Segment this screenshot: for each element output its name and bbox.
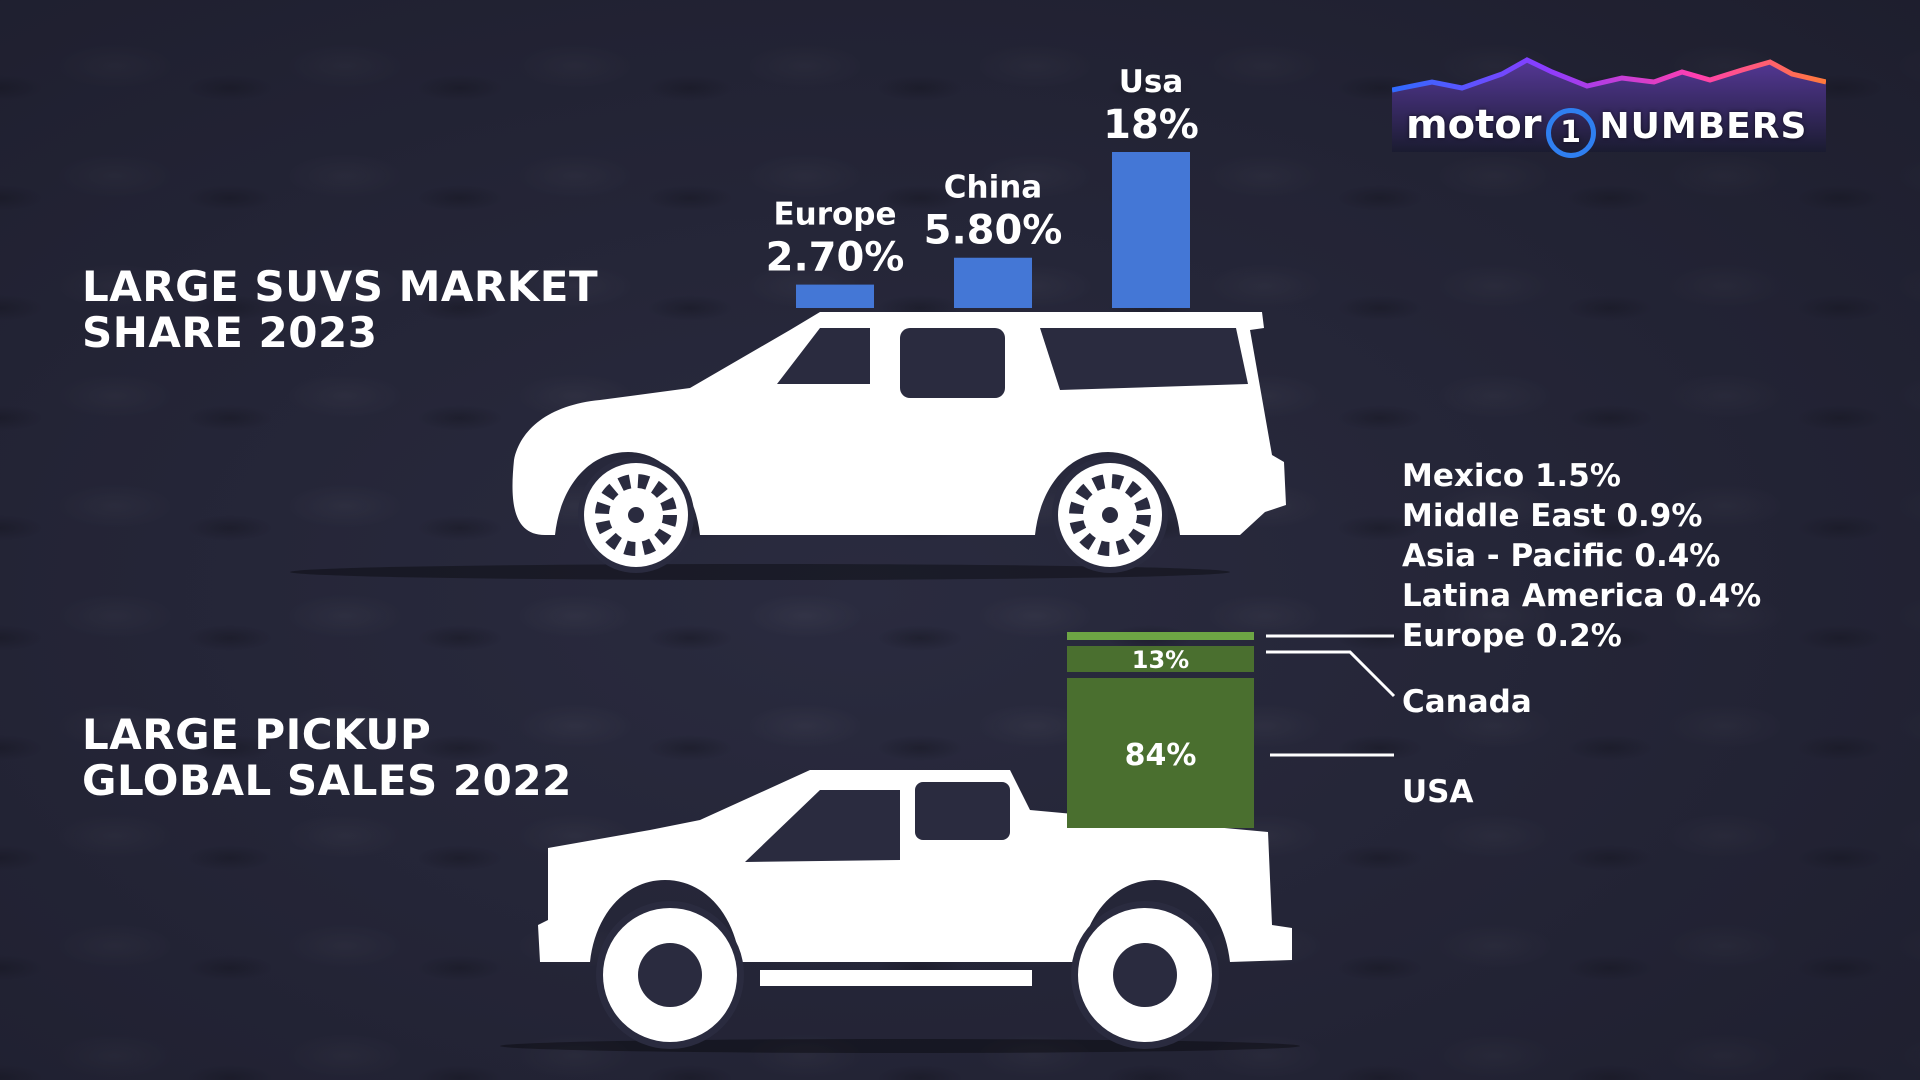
- suv-value-label-europe: 2.70%: [766, 235, 905, 281]
- suv-category-label-china: China: [944, 170, 1042, 206]
- callout-usa: USA: [1402, 774, 1474, 810]
- logo-word: motor: [1406, 102, 1542, 148]
- minor-regions-list: Mexico 1.5% Middle East 0.9% Asia - Pacifi…: [1402, 456, 1761, 656]
- logo-mountain-band-icon: [1392, 57, 1826, 152]
- region-list-item: Europe 0.2%: [1402, 618, 1622, 654]
- leader-canada: [1266, 650, 1396, 698]
- callout-canada: Canada: [1402, 684, 1532, 720]
- suv-value-label-usa: 18%: [1103, 102, 1199, 148]
- logo-number-mark: 1: [1545, 108, 1596, 158]
- suv-title-line-1: LARGE SUVS MARKET: [82, 262, 599, 311]
- region-list-item: Middle East 0.9%: [1402, 498, 1703, 534]
- pickup-segment-usa: [1067, 678, 1254, 828]
- suv-bar-series: 2.70%Europe 5.80%China 18%Usa: [766, 64, 1199, 308]
- pickup-silhouette-icon: [500, 770, 1300, 1053]
- suv-category-label-europe: Europe: [773, 197, 896, 233]
- pickup-chart-title: LARGE PICKUP GLOBAL SALES 2022: [82, 712, 642, 804]
- callout-leader-lines: [1266, 634, 1396, 757]
- motor1-numbers-logo: motor 1 NUMBERS: [1392, 52, 1826, 162]
- pickup-label-usa: 84%: [1125, 738, 1197, 773]
- suv-value-label-china: 5.80%: [924, 208, 1063, 254]
- pickup-stacked-bar: 84% 13%: [1067, 632, 1254, 828]
- suv-title-line-2: SHARE 2023: [82, 308, 378, 357]
- suv-silhouette-icon: [290, 312, 1286, 580]
- pickup-segment-other-regions: [1067, 632, 1254, 640]
- suv-bar-usa: [1112, 152, 1190, 308]
- pickup-segment-canada: [1067, 646, 1254, 672]
- suv-category-label-usa: Usa: [1119, 64, 1184, 100]
- region-list-item: Mexico 1.5%: [1402, 458, 1621, 494]
- region-list-item: Latina America 0.4%: [1402, 578, 1762, 614]
- pickup-title-line-2: GLOBAL SALES 2022: [82, 756, 572, 805]
- region-list-item: Asia - Pacific 0.4%: [1402, 538, 1721, 574]
- logo-suffix: NUMBERS: [1599, 106, 1808, 147]
- suv-bar-europe: [796, 284, 874, 308]
- pickup-label-canada: 13%: [1132, 646, 1189, 674]
- suv-chart-title: LARGE SUVS MARKET SHARE 2023: [82, 264, 642, 356]
- pickup-title-line-1: LARGE PICKUP: [82, 710, 432, 759]
- suv-bar-china: [954, 257, 1032, 308]
